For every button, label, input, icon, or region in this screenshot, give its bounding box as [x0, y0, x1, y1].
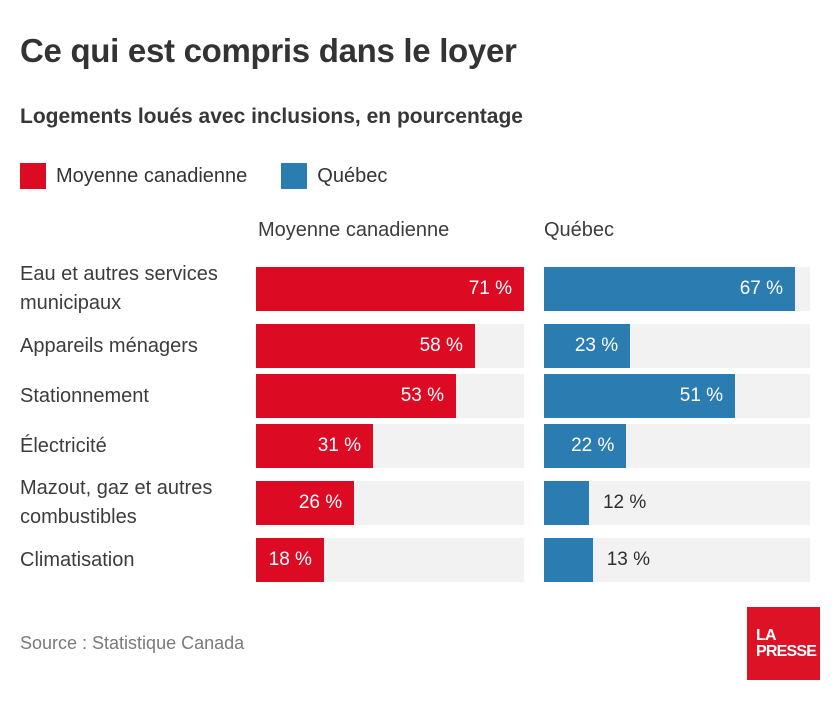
lapresse-logo: LA PRESSE — [747, 607, 820, 680]
bar-quebec: 67 % — [544, 267, 795, 311]
header-spacer — [20, 219, 256, 242]
category-label: Mazout, gaz et autres combustibles — [20, 477, 213, 528]
footer: Source : Statistique Canada LA PRESSE — [20, 607, 820, 680]
chart-rows: Eau et autres services municipaux 71 % 67 … — [20, 260, 820, 582]
bar-canada: 26 % — [256, 481, 355, 525]
value-label: 51 % — [679, 385, 724, 406]
value-label: 18 % — [268, 549, 312, 570]
bar-track-quebec: 51 % — [544, 374, 810, 418]
legend-item-canada: Moyenne canadienne — [20, 163, 247, 189]
bar-track-canada: 71 % — [256, 267, 524, 311]
value-label: 26 % — [298, 492, 343, 513]
value-label: 22 % — [571, 435, 615, 456]
bar-canada: 58 % — [256, 324, 475, 368]
bar-chart: Moyenne canadienne Québec Eau et autres … — [20, 219, 820, 582]
bar-track-canada: 31 % — [256, 424, 524, 468]
category-label: Appareils ménagers — [20, 334, 198, 357]
value-label: 58 % — [419, 335, 463, 356]
chart-subtitle: Logements loués avec inclusions, en pour… — [20, 105, 523, 128]
category-label: Électricité — [20, 434, 107, 457]
column-headers: Moyenne canadienne Québec — [20, 219, 820, 242]
value-label: 71 % — [468, 278, 512, 299]
value-label: 53 % — [400, 385, 445, 406]
bar-quebec — [544, 481, 589, 525]
chart-row: Appareils ménagers 58 % 23 % — [20, 324, 820, 368]
category-label: Eau et autres services municipaux — [20, 263, 218, 314]
bar-track-quebec: 22 % — [544, 424, 810, 468]
legend-swatch-canada — [20, 163, 46, 189]
bar-track-canada: 26 % — [256, 481, 524, 525]
legend-item-quebec: Québec — [281, 163, 387, 189]
bar-track-quebec: 23 % — [544, 324, 810, 368]
value-label: 31 % — [317, 435, 361, 456]
value-label: 23 % — [574, 335, 619, 356]
bar-track-canada: 58 % — [256, 324, 524, 368]
bar-track-quebec: 13 % — [544, 538, 810, 582]
bar-canada: 71 % — [256, 267, 524, 311]
logo-line-2: PRESSE — [756, 642, 817, 660]
bar-track-quebec: 12 % — [544, 481, 810, 525]
bar-canada: 31 % — [256, 424, 373, 468]
bar-quebec — [544, 538, 593, 582]
bar-track-canada: 53 % — [256, 374, 524, 418]
source-note: Source : Statistique Canada — [20, 633, 245, 653]
column-header-canada: Moyenne canadienne — [258, 219, 450, 241]
logo-line-1: LA — [756, 626, 777, 644]
chart-row: Eau et autres services municipaux 71 % 67 … — [20, 260, 820, 318]
bar-quebec: 22 % — [544, 424, 627, 468]
bar-canada: 18 % — [256, 538, 324, 582]
value-label: 13 % — [606, 549, 651, 570]
bar-track-canada: 18 % — [256, 538, 524, 582]
chart-row: Climatisation 18 % 13 % — [20, 538, 820, 582]
legend-label-quebec: Québec — [317, 164, 388, 187]
page-title: Ce qui est compris dans le loyer — [20, 32, 517, 69]
category-label: Stationnement — [20, 384, 149, 407]
chart-row: Électricité 31 % 22 % — [20, 424, 820, 468]
category-label: Climatisation — [20, 548, 135, 571]
chart-row: Mazout, gaz et autres combustibles 26 % 12… — [20, 474, 820, 532]
legend: Moyenne canadienne Québec — [20, 163, 820, 189]
chart-row: Stationnement 53 % 51 % — [20, 374, 820, 418]
value-label: 67 % — [739, 278, 783, 299]
bar-track-quebec: 67 % — [544, 267, 810, 311]
value-label: 12 % — [602, 492, 647, 513]
bar-quebec: 23 % — [544, 324, 631, 368]
legend-swatch-quebec — [281, 163, 308, 189]
bar-canada: 53 % — [256, 374, 457, 418]
bar-quebec: 51 % — [544, 374, 736, 418]
column-header-quebec: Québec — [544, 219, 615, 241]
legend-label-canada: Moyenne canadienne — [56, 164, 248, 187]
